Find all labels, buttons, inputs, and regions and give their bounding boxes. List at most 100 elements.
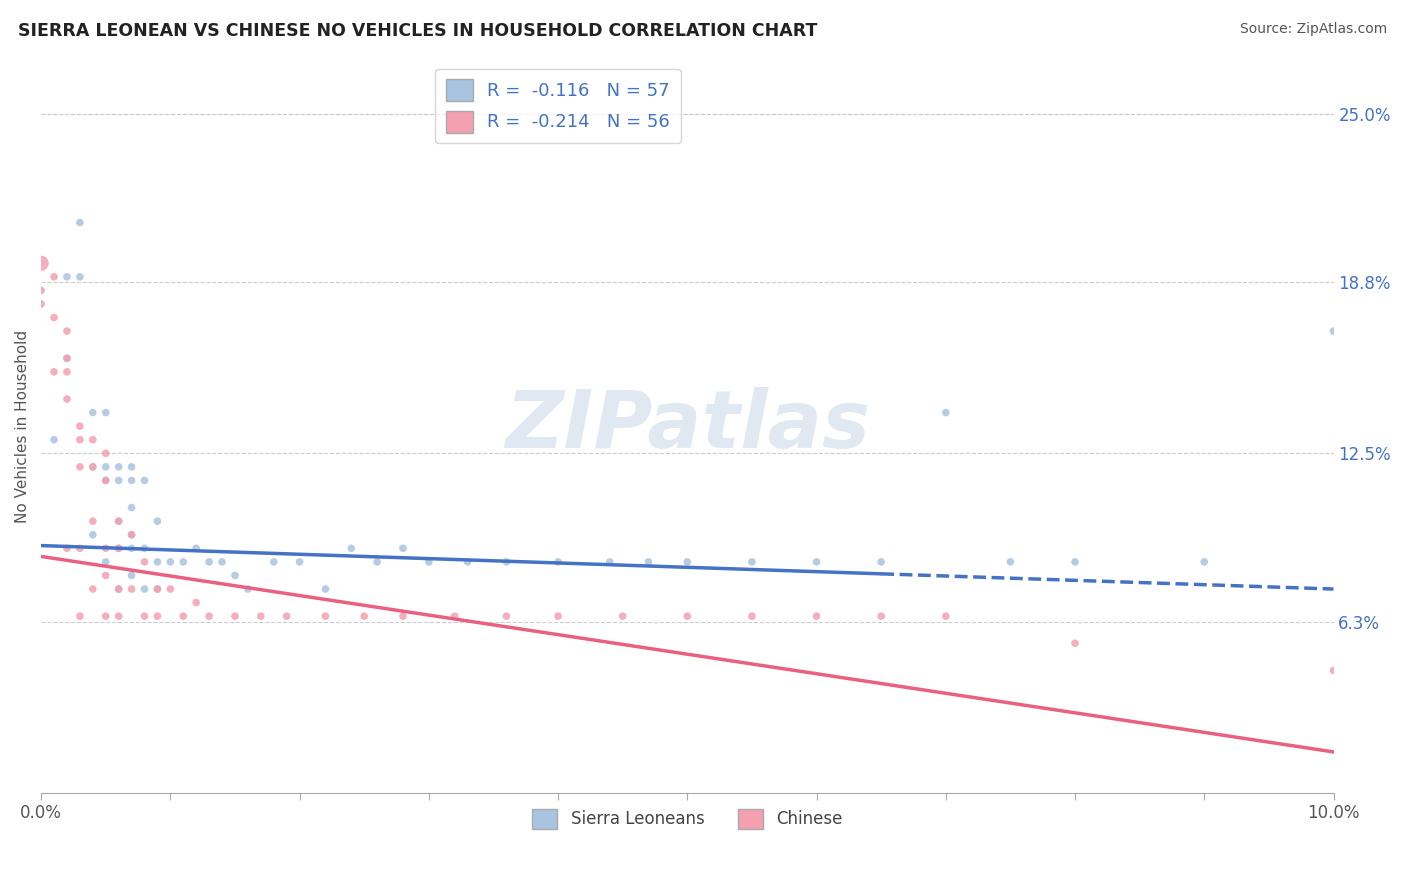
- Point: [94, 541, 117, 556]
- Point: [547, 609, 569, 624]
- Point: [159, 555, 181, 569]
- Point: [69, 609, 91, 624]
- Point: [612, 609, 634, 624]
- Point: [637, 555, 659, 569]
- Point: [42, 433, 65, 447]
- Point: [146, 609, 169, 624]
- Point: [121, 500, 143, 515]
- Point: [56, 324, 79, 338]
- Point: [1064, 555, 1087, 569]
- Point: [806, 555, 828, 569]
- Point: [56, 365, 79, 379]
- Point: [134, 609, 156, 624]
- Point: [82, 406, 104, 420]
- Point: [121, 527, 143, 541]
- Point: [82, 459, 104, 474]
- Point: [741, 609, 763, 624]
- Point: [443, 609, 465, 624]
- Point: [134, 555, 156, 569]
- Point: [314, 609, 336, 624]
- Point: [42, 269, 65, 284]
- Point: [94, 446, 117, 460]
- Point: [94, 474, 117, 488]
- Point: [741, 555, 763, 569]
- Point: [224, 609, 246, 624]
- Point: [366, 555, 388, 569]
- Point: [42, 310, 65, 325]
- Point: [82, 582, 104, 596]
- Point: [146, 582, 169, 596]
- Point: [198, 609, 221, 624]
- Point: [82, 459, 104, 474]
- Point: [186, 596, 208, 610]
- Text: ZIPatlas: ZIPatlas: [505, 387, 870, 465]
- Point: [146, 514, 169, 528]
- Point: [69, 419, 91, 434]
- Point: [392, 541, 415, 556]
- Point: [935, 609, 957, 624]
- Point: [69, 459, 91, 474]
- Point: [870, 555, 893, 569]
- Point: [547, 555, 569, 569]
- Point: [186, 541, 208, 556]
- Text: SIERRA LEONEAN VS CHINESE NO VEHICLES IN HOUSEHOLD CORRELATION CHART: SIERRA LEONEAN VS CHINESE NO VEHICLES IN…: [18, 22, 818, 40]
- Point: [134, 582, 156, 596]
- Point: [94, 568, 117, 582]
- Point: [107, 609, 129, 624]
- Text: Source: ZipAtlas.com: Source: ZipAtlas.com: [1240, 22, 1388, 37]
- Point: [56, 351, 79, 366]
- Point: [30, 297, 52, 311]
- Point: [107, 541, 129, 556]
- Point: [134, 474, 156, 488]
- Point: [107, 514, 129, 528]
- Point: [935, 406, 957, 420]
- Point: [392, 609, 415, 624]
- Point: [94, 609, 117, 624]
- Point: [82, 433, 104, 447]
- Point: [1064, 636, 1087, 650]
- Point: [56, 351, 79, 366]
- Point: [198, 555, 221, 569]
- Point: [457, 555, 479, 569]
- Point: [340, 541, 363, 556]
- Point: [121, 459, 143, 474]
- Point: [107, 541, 129, 556]
- Point: [94, 474, 117, 488]
- Point: [94, 459, 117, 474]
- Point: [107, 582, 129, 596]
- Point: [94, 555, 117, 569]
- Point: [69, 541, 91, 556]
- Point: [121, 568, 143, 582]
- Point: [121, 582, 143, 596]
- Point: [276, 609, 298, 624]
- Point: [56, 541, 79, 556]
- Point: [121, 527, 143, 541]
- Point: [870, 609, 893, 624]
- Point: [1194, 555, 1216, 569]
- Point: [263, 555, 285, 569]
- Point: [107, 514, 129, 528]
- Point: [172, 555, 194, 569]
- Point: [42, 365, 65, 379]
- Point: [107, 582, 129, 596]
- Point: [353, 609, 375, 624]
- Point: [1322, 664, 1344, 678]
- Point: [159, 582, 181, 596]
- Point: [146, 555, 169, 569]
- Point: [250, 609, 273, 624]
- Point: [495, 609, 517, 624]
- Point: [121, 474, 143, 488]
- Point: [599, 555, 621, 569]
- Point: [211, 555, 233, 569]
- Point: [56, 392, 79, 406]
- Point: [69, 269, 91, 284]
- Y-axis label: No Vehicles in Household: No Vehicles in Household: [15, 329, 30, 523]
- Point: [495, 555, 517, 569]
- Point: [146, 582, 169, 596]
- Point: [82, 514, 104, 528]
- Point: [418, 555, 440, 569]
- Point: [30, 256, 52, 270]
- Point: [121, 541, 143, 556]
- Point: [172, 609, 194, 624]
- Point: [676, 609, 699, 624]
